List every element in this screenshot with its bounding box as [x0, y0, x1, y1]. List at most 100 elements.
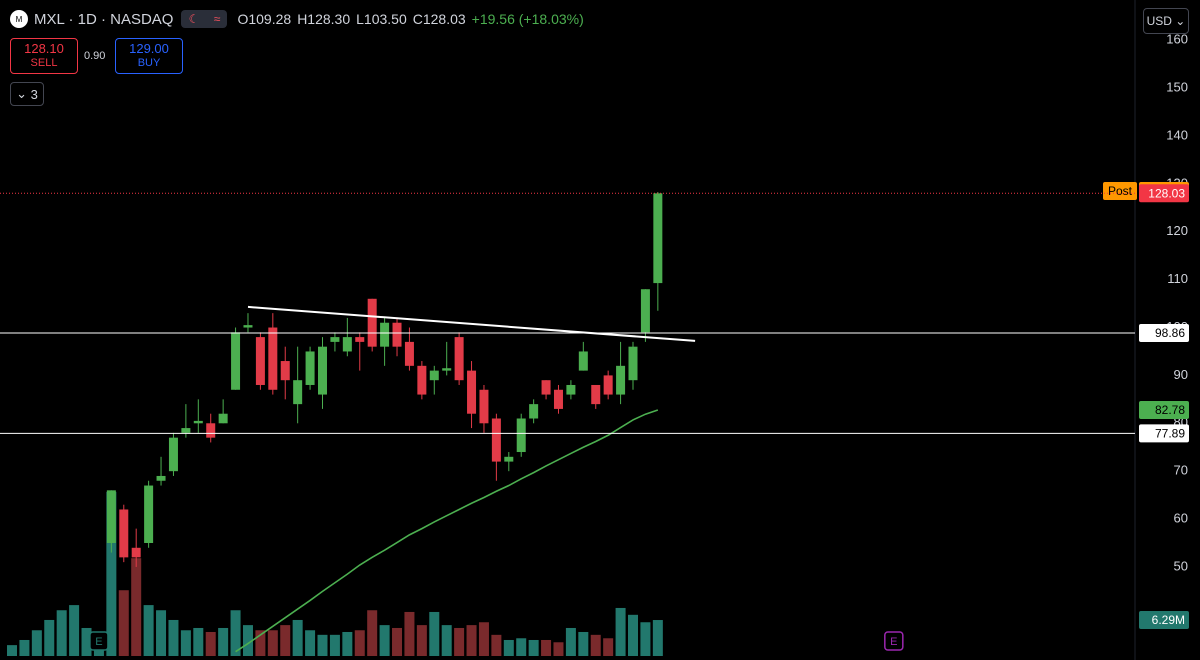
volume-bar — [516, 638, 527, 656]
volume-bar — [578, 631, 589, 656]
candle-body — [243, 325, 253, 328]
candle-body — [168, 437, 178, 472]
volume-bar — [69, 605, 80, 656]
ohlc: O109.28 H128.30 L103.50 C128.03 +19.56 (+18.… — [237, 11, 589, 27]
market-status[interactable]: ☾ ≈ — [181, 10, 228, 28]
volume-bar — [640, 622, 651, 656]
event-marker[interactable] — [89, 631, 109, 651]
y-tick-label: 70 — [1174, 463, 1188, 478]
symbol-logo: M — [10, 10, 28, 28]
volume-bar — [156, 610, 167, 656]
volume-bar — [305, 630, 316, 656]
trendline — [247, 305, 696, 342]
candle-body — [193, 420, 203, 424]
price-tag-label: 82.78 — [1155, 403, 1185, 417]
sell-button[interactable]: 128.10 SELL — [10, 38, 78, 74]
tag-box — [1103, 181, 1137, 200]
volume-bar — [180, 630, 191, 656]
volume-bar — [528, 639, 539, 656]
volume-bar — [615, 607, 626, 656]
candle-body — [491, 418, 501, 462]
candle-body — [218, 413, 228, 424]
volume-bar — [416, 625, 427, 656]
candle-body — [442, 368, 452, 371]
candle-body — [318, 346, 327, 395]
candle-body — [305, 351, 315, 385]
candle-body — [603, 375, 613, 395]
volume-bar — [491, 634, 502, 656]
price-tag-label: 77.89 — [1155, 427, 1185, 441]
buy-label: BUY — [137, 57, 161, 69]
volume-bar — [205, 631, 216, 656]
indicator-count: 3 — [30, 86, 38, 102]
indicator-toggle[interactable]: ⌄ 3 — [10, 82, 44, 106]
candle-body — [566, 384, 576, 395]
volume-bar — [466, 625, 477, 656]
candle-body — [268, 327, 278, 390]
volume-bar — [56, 610, 67, 656]
volume-bar — [255, 630, 266, 656]
buy-button[interactable]: 129.00 BUY — [115, 38, 183, 74]
volume-bar — [541, 639, 552, 656]
event-marker[interactable] — [884, 631, 904, 651]
candle-body — [181, 428, 191, 433]
currency-button[interactable]: USD ⌄ — [1143, 8, 1189, 34]
candle-body — [504, 456, 514, 462]
volume-bar — [441, 625, 452, 656]
volume-bar — [218, 627, 229, 656]
candle-body — [342, 337, 352, 352]
buy-price: 129.00 — [129, 41, 169, 56]
candle-body — [392, 322, 402, 347]
price-tag — [1139, 424, 1189, 443]
volume-bar — [280, 625, 291, 656]
volume-bar — [392, 627, 403, 656]
open: O109.28 — [237, 11, 292, 27]
event-label: E — [95, 636, 102, 648]
candle-body — [616, 365, 626, 395]
volume-bar — [603, 638, 614, 656]
candle-body — [529, 404, 539, 419]
candle-body — [255, 337, 265, 385]
moving-average — [235, 409, 659, 653]
y-tick-label: 160 — [1166, 32, 1188, 47]
candle-body — [541, 380, 551, 395]
spread: 0.90 — [84, 50, 106, 62]
candle-body — [578, 351, 588, 371]
y-tick-label: 50 — [1174, 558, 1188, 573]
candle-body — [653, 193, 663, 284]
y-tick-label: 120 — [1166, 223, 1188, 238]
candle-body — [380, 322, 390, 347]
candle-body — [479, 389, 489, 424]
sell-label: SELL — [30, 57, 58, 69]
volume-bar — [242, 625, 253, 656]
volume-bar — [44, 619, 55, 656]
price-tag — [1139, 400, 1189, 419]
symbol[interactable]: MXL · 1D · NASDAQ — [34, 10, 174, 28]
volume-bar — [267, 630, 278, 656]
y-tick-label: 90 — [1174, 367, 1188, 382]
candle-body — [106, 490, 116, 543]
candle-body — [231, 332, 241, 390]
candle-body — [156, 475, 166, 481]
y-tick-label: 140 — [1166, 127, 1188, 142]
close: C128.03 — [412, 11, 466, 27]
volume-bar — [7, 645, 17, 656]
candle-body — [640, 289, 650, 333]
high: H128.30 — [297, 11, 351, 27]
candle-body — [454, 337, 464, 381]
candle-body — [404, 341, 414, 366]
volume-bar — [19, 639, 30, 656]
volume-bar — [590, 634, 601, 656]
volume-bar — [367, 610, 378, 656]
price-tag-label: 128.03 — [1148, 186, 1185, 200]
volume-bar — [230, 610, 241, 656]
price-tag — [1139, 323, 1189, 342]
y-tick-label: 150 — [1166, 80, 1188, 95]
volume-bar — [292, 619, 303, 656]
candle-body — [367, 298, 377, 347]
volume-bar — [143, 605, 154, 656]
volume-bar — [553, 642, 564, 656]
sell-price: 128.10 — [24, 41, 64, 56]
volume-bar — [168, 619, 179, 656]
